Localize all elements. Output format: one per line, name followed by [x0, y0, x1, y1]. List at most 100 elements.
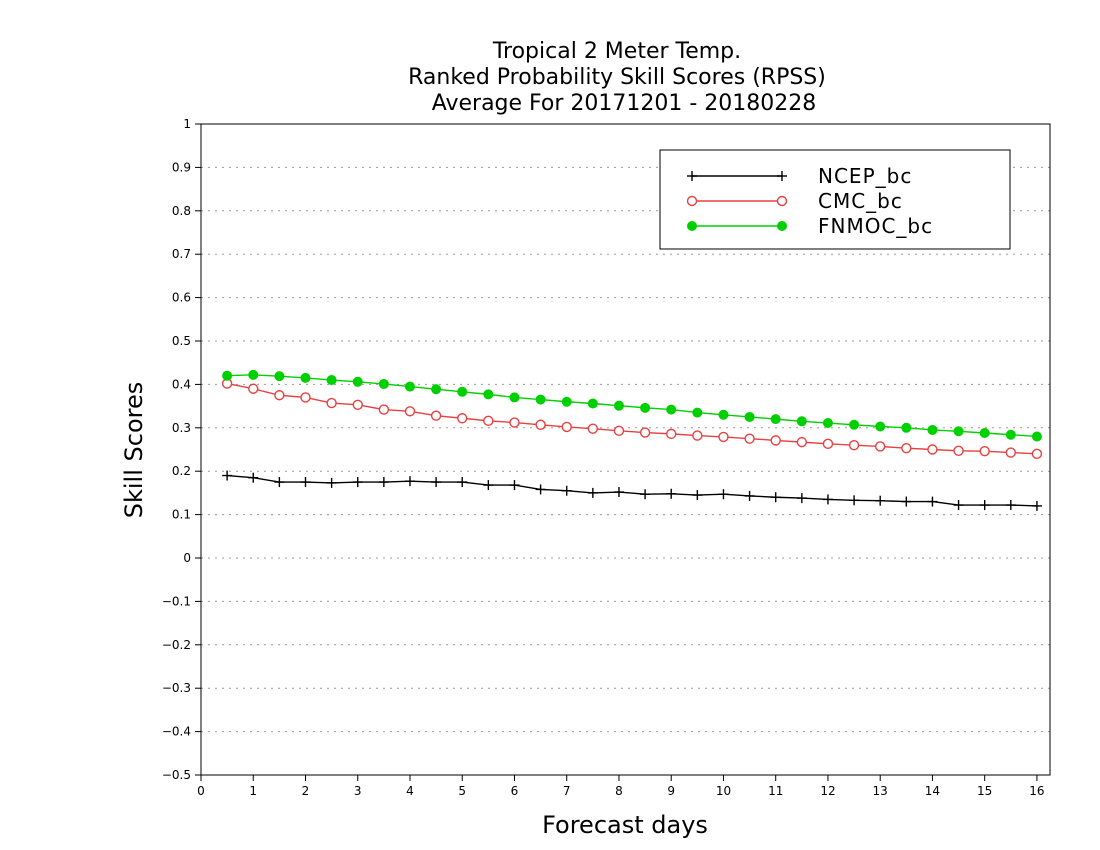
marker-filled-circle [822, 418, 833, 429]
x-tick-label: 2 [302, 784, 310, 798]
y-tick-label: 0.9 [172, 160, 191, 174]
legend-item: NCEP_bc [687, 164, 912, 188]
marker-open-circle [776, 195, 788, 207]
y-tick-label: −0.4 [162, 725, 191, 739]
x-tick-label: 12 [820, 784, 835, 798]
title-line-3: Average For 20171201 - 20180228 [432, 91, 817, 116]
marker-open-circle [404, 406, 416, 417]
y-tick-label: −0.5 [162, 768, 191, 782]
marker-filled-circle [927, 424, 938, 435]
title-line-2: Ranked Probability Skill Scores (RPSS) [408, 65, 826, 90]
marker-open-circle [875, 441, 886, 452]
marker-filled-circle [953, 426, 964, 437]
marker-open-circle [770, 435, 781, 446]
series-FNMOC_bc [222, 369, 1042, 442]
marker-filled-circle [849, 419, 860, 430]
legend-box [659, 149, 1011, 250]
marker-open-circle [796, 436, 808, 448]
marker-open-circle [274, 390, 285, 401]
y-tick-label: −0.3 [162, 681, 191, 695]
marker-open-circle [587, 423, 599, 434]
series-line [226, 382, 1037, 455]
marker-open-circle [561, 421, 572, 433]
y-tick-label: 1 [183, 117, 191, 131]
marker-open-circle [718, 431, 729, 443]
series-CMC_bc [221, 378, 1043, 460]
marker-filled-circle [640, 402, 651, 413]
marker-filled-circle [718, 409, 729, 420]
marker-filled-circle [509, 392, 520, 403]
marker-filled-circle [687, 221, 697, 231]
marker-open-circle [535, 419, 546, 430]
y-axis: 1 0.9 0.8 0.7 0.6 0.5 0.4 0.3 0.2 0.1 0 −0.1 −0.2 −0.… [162, 117, 201, 782]
marker-filled-circle [796, 416, 807, 427]
marker-filled-circle [1005, 429, 1016, 440]
marker-open-circle [248, 383, 259, 394]
marker-open-circle [927, 444, 938, 455]
marker-filled-circle [692, 407, 703, 418]
marker-open-circle [686, 195, 698, 207]
marker-open-circle [613, 425, 625, 437]
marker-filled-circle [901, 422, 912, 433]
y-tick-label: 0.6 [172, 291, 191, 305]
marker-filled-circle [613, 400, 624, 411]
x-tick-label: 13 [873, 784, 888, 798]
chart-title: Tropical 2 Meter Temp. Ranked Probabilit… [408, 39, 826, 116]
x-tick-label: 4 [406, 784, 414, 798]
marker-filled-circle [378, 378, 389, 389]
x-axis-label: Forecast days [542, 811, 708, 839]
marker-filled-circle [777, 221, 787, 231]
series-NCEP_bc [222, 470, 1042, 511]
marker-open-circle [666, 428, 677, 440]
y-tick-label: −0.1 [162, 594, 191, 608]
x-tick-label: 10 [716, 784, 731, 798]
marker-filled-circle [431, 384, 442, 395]
x-tick-label: 1 [249, 784, 257, 798]
marker-open-circle [639, 427, 651, 438]
marker-open-circle [378, 404, 390, 415]
marker-filled-circle [483, 389, 494, 400]
marker-filled-circle [744, 411, 755, 422]
y-axis-label: Skill Scores [120, 382, 148, 519]
marker-open-circle [483, 415, 494, 427]
marker-open-circle [848, 439, 860, 451]
y-tick-label: 0.5 [172, 334, 191, 348]
marker-filled-circle [352, 376, 363, 387]
y-tick-label: 0.7 [172, 247, 191, 261]
series-layer [221, 369, 1043, 511]
marker-open-circle [352, 399, 363, 410]
marker-filled-circle [1031, 431, 1042, 442]
marker-open-circle [744, 433, 755, 444]
x-tick-label: 16 [1029, 784, 1044, 798]
title-line-1: Tropical 2 Meter Temp. [492, 39, 741, 64]
y-tick-label: −0.2 [162, 638, 191, 652]
marker-filled-circle [561, 396, 572, 407]
y-tick-label: 0.4 [172, 377, 191, 391]
x-tick-label: 5 [458, 784, 466, 798]
marker-filled-circle [404, 381, 415, 392]
marker-open-circle [509, 417, 520, 428]
x-tick-label: 7 [563, 784, 571, 798]
legend-label: CMC_bc [818, 189, 903, 213]
legend-label: NCEP_bc [818, 164, 912, 188]
marker-filled-circle [222, 370, 233, 381]
marker-open-circle [692, 430, 703, 441]
marker-filled-circle [666, 404, 677, 415]
y-tick-label: 0.8 [172, 204, 191, 218]
x-tick-label: 0 [197, 784, 205, 798]
marker-filled-circle [875, 421, 886, 432]
plot-frame [200, 123, 1051, 776]
y-tick-label: 0.1 [172, 508, 191, 522]
x-tick-label: 11 [768, 784, 783, 798]
marker-filled-circle [587, 398, 598, 409]
marker-filled-circle [248, 369, 259, 380]
marker-open-circle [457, 413, 468, 424]
legend-item: CMC_bc [686, 189, 903, 213]
x-tick-label: 14 [925, 784, 940, 798]
x-axis: 0 1 2 3 4 5 6 7 8 9 10 11 12 13 14 15 16 [197, 775, 1045, 798]
y-tick-label: 0.2 [172, 464, 191, 478]
marker-filled-circle [300, 372, 311, 383]
marker-filled-circle [535, 394, 546, 405]
